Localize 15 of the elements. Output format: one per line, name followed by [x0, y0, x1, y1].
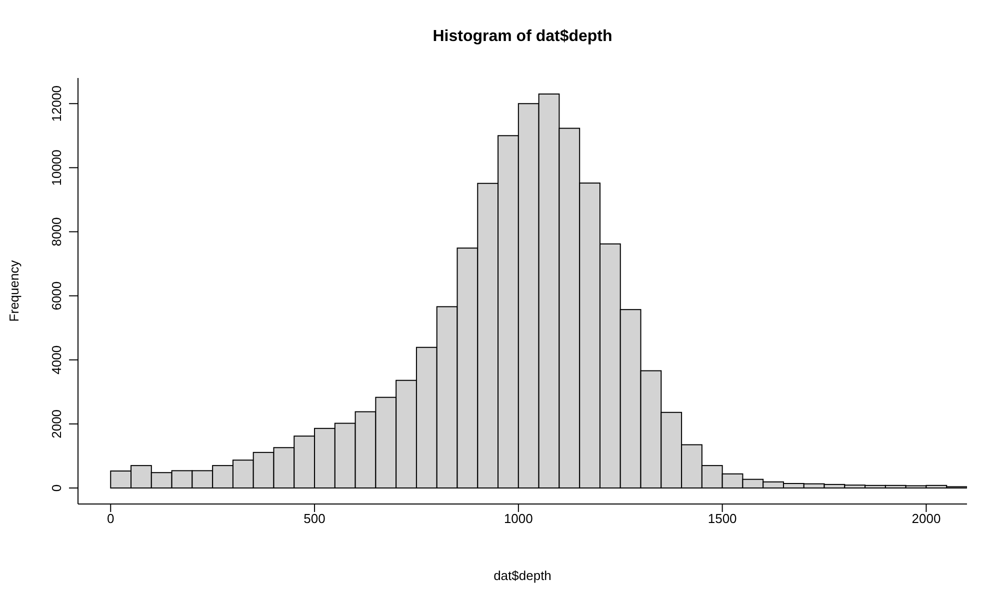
y-tick-label: 8000 [49, 217, 64, 246]
y-tick-label: 12000 [49, 86, 64, 122]
x-axis-title: dat$depth [494, 568, 552, 583]
x-tick-label: 500 [304, 511, 326, 526]
y-tick-label: 0 [49, 484, 64, 492]
chart-title: Histogram of dat$depth [432, 28, 614, 46]
x-tick-label: 1500 [708, 511, 737, 526]
y-tick-label: 6000 [49, 281, 64, 310]
y-tick-label: 2000 [49, 409, 64, 438]
x-tick-label: 0 [107, 511, 114, 526]
x-tick-label: 2000 [912, 511, 941, 526]
y-tick-label: 4000 [49, 345, 64, 374]
x-tick-label: 1000 [504, 511, 533, 526]
y-axis-title: Frequency [6, 260, 22, 322]
y-tick-label: 10000 [49, 150, 64, 186]
